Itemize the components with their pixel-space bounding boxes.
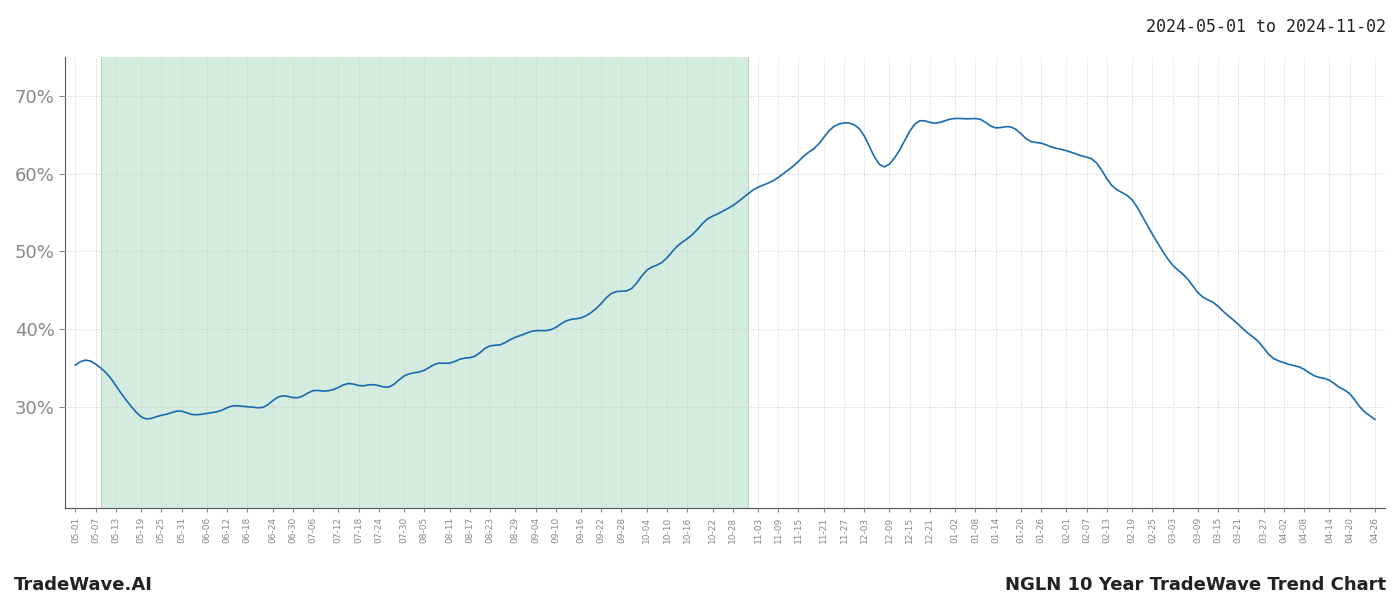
Text: TradeWave.AI: TradeWave.AI	[14, 576, 153, 594]
Text: NGLN 10 Year TradeWave Trend Chart: NGLN 10 Year TradeWave Trend Chart	[1005, 576, 1386, 594]
Bar	[101, 57, 748, 508]
Text: 2024-05-01 to 2024-11-02: 2024-05-01 to 2024-11-02	[1147, 18, 1386, 36]
